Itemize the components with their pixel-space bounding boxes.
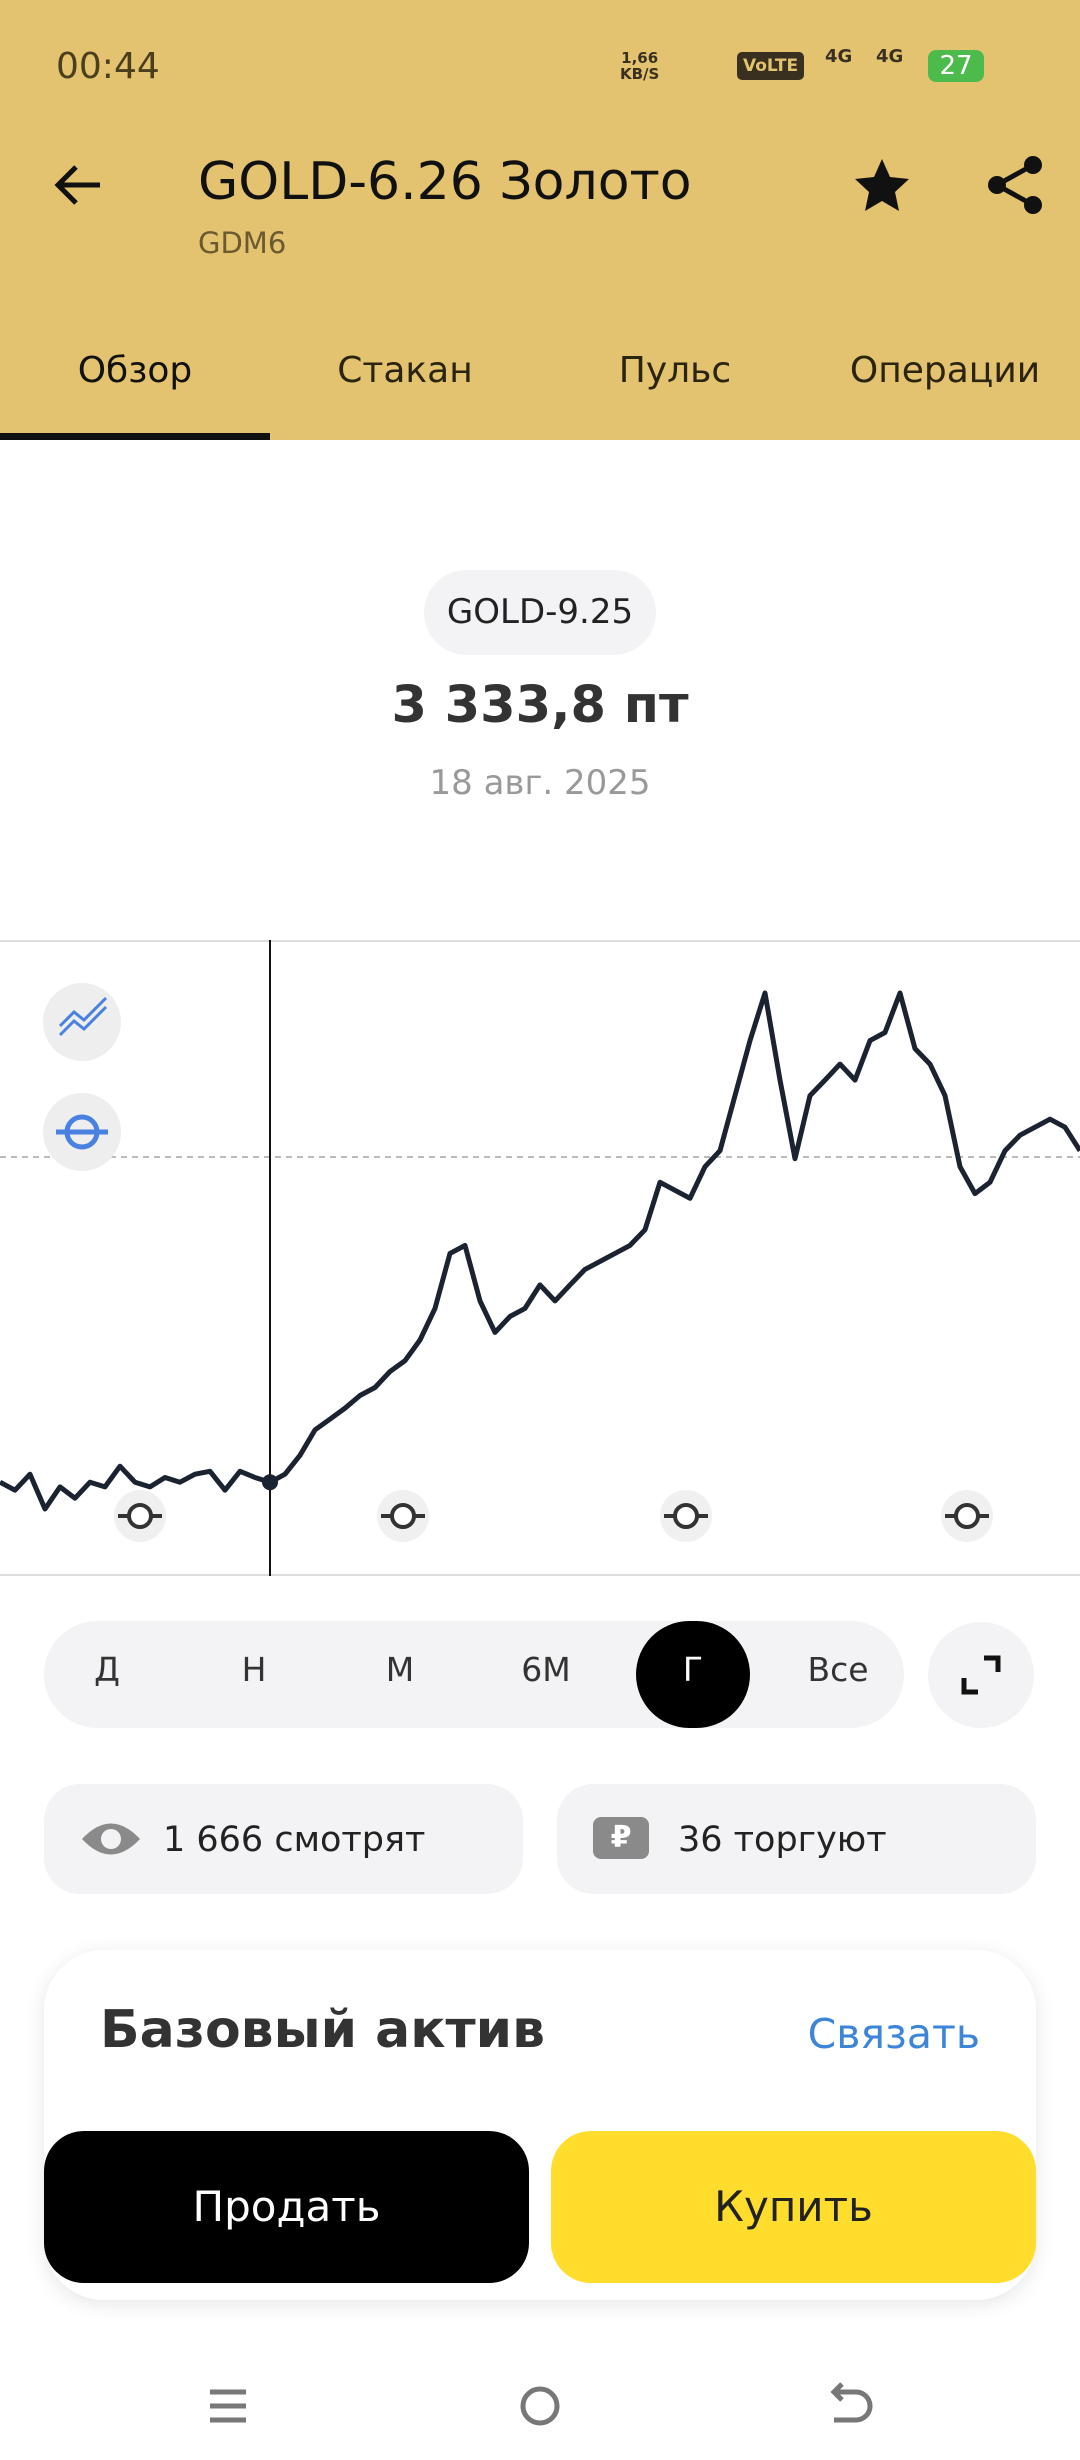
chart-type-icon xyxy=(58,996,108,1037)
tab-indicator xyxy=(0,433,270,440)
eye-icon xyxy=(82,1823,140,1855)
period-option[interactable]: М xyxy=(385,1650,415,1689)
period-option[interactable]: 6М xyxy=(521,1650,571,1689)
chart-type-button[interactable] xyxy=(43,983,121,1061)
price-line xyxy=(0,990,1080,1512)
period-option[interactable]: Н xyxy=(241,1650,267,1689)
net-type: 4G xyxy=(876,46,904,67)
back-nav-button[interactable] xyxy=(830,2382,873,2423)
period-bar xyxy=(44,1621,904,1728)
period-option[interactable]: Г xyxy=(682,1650,704,1689)
traders-text: 36 торгуют xyxy=(678,1820,887,1860)
link-button[interactable]: Связать xyxy=(807,2010,980,2058)
menu-button[interactable] xyxy=(210,2389,246,2423)
tab[interactable]: Пульс xyxy=(618,350,732,391)
tab[interactable]: Стакан xyxy=(337,350,473,391)
fullscreen-button[interactable] xyxy=(928,1622,1034,1728)
net-speed-value: 1,66 xyxy=(621,49,659,67)
watchers-text: 1 666 смотрят xyxy=(163,1820,426,1860)
share-button[interactable] xyxy=(985,153,1049,217)
net-type: 4G xyxy=(825,46,853,67)
price: 3 333,8 пт xyxy=(391,676,689,735)
sell-button[interactable]: Продать xyxy=(44,2131,529,2283)
period-option[interactable]: Д xyxy=(94,1650,120,1689)
traders[interactable]: ₽ 36 торгуют xyxy=(557,1784,1036,1894)
nav-bar xyxy=(210,2382,873,2426)
date: 18 авг. 2025 xyxy=(429,763,651,803)
favorite-button[interactable] xyxy=(852,155,912,215)
card-title: Базовый актив xyxy=(100,2000,545,2060)
header: 00:44 1,66 KB/S VoLTE 4G 4G 27 GOLD-6.26 … xyxy=(0,0,1080,440)
fullscreen-icon xyxy=(961,1655,1001,1695)
period-option[interactable]: Все xyxy=(807,1650,869,1689)
clock: 00:44 xyxy=(56,46,160,87)
event-marker xyxy=(390,1503,416,1529)
back-button[interactable] xyxy=(50,155,110,215)
event-marker xyxy=(127,1503,153,1529)
net-speed: 1,66 KB/S xyxy=(620,50,659,82)
subtitle: GDM6 xyxy=(198,226,287,260)
event-marker xyxy=(954,1503,980,1529)
tab[interactable]: Операции xyxy=(849,350,1041,391)
buy-button[interactable]: Купить xyxy=(551,2131,1036,2283)
ticker-chip[interactable]: GOLD-9.25 xyxy=(424,570,656,655)
battery: 27 xyxy=(928,50,984,82)
period-active xyxy=(636,1621,750,1728)
home-button[interactable] xyxy=(520,2386,560,2426)
title: GOLD-6.26 Золото xyxy=(198,152,692,212)
tab[interactable]: Обзор xyxy=(77,350,193,391)
watchers[interactable]: 1 666 смотрят xyxy=(44,1784,523,1894)
volte: VoLTE xyxy=(737,52,805,80)
selected-point xyxy=(262,1474,278,1491)
ruble-icon: ₽ xyxy=(593,1817,649,1859)
price-chart[interactable] xyxy=(0,940,1080,1576)
net-speed-unit: KB/S xyxy=(620,65,660,83)
event-marker xyxy=(673,1503,699,1529)
